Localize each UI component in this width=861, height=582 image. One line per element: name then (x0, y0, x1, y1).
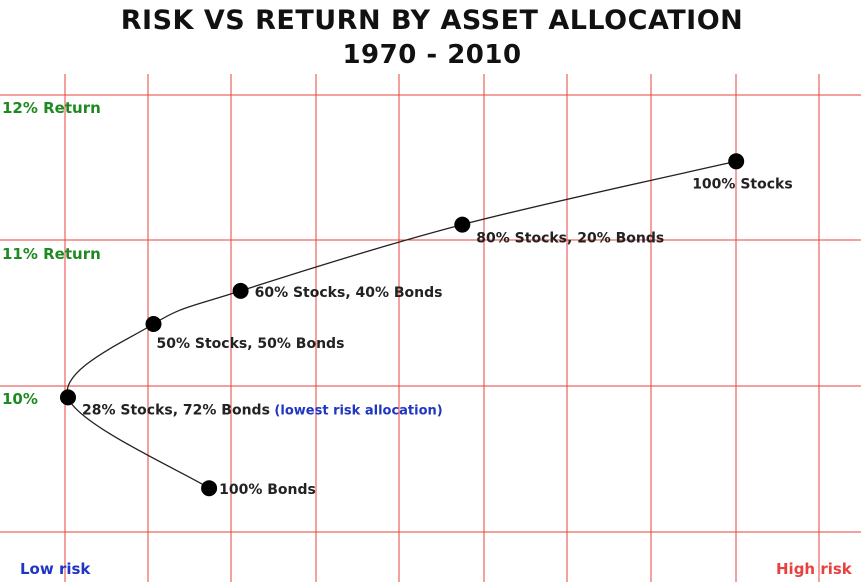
y-tick-label-12: 12% Return (2, 99, 101, 117)
high-risk-label: High risk (776, 560, 853, 578)
data-points (60, 153, 745, 497)
y-tick-label-11: 11% Return (2, 245, 101, 263)
data-point-label-text: 60% Stocks, 40% Bonds (255, 285, 443, 301)
data-point-note: (lowest risk allocation) (270, 403, 443, 418)
data-point-labels: 100% Bonds 28% Stocks, 72% Bonds (lowest … (82, 176, 793, 498)
chart-title: RISK VS RETURN BY ASSET ALLOCATION (121, 5, 744, 36)
data-point-label: 50% Stocks, 50% Bonds (157, 336, 345, 352)
y-tick-label-10: 10% (2, 390, 38, 408)
data-point (232, 282, 249, 299)
data-point-label-text: 28% Stocks, 72% Bonds (82, 402, 270, 418)
data-point-label-text: 80% Stocks, 20% Bonds (476, 231, 664, 247)
allocation-curve (66, 160, 737, 489)
data-point-label-text: 100% Stocks (692, 176, 792, 192)
data-point (728, 153, 745, 170)
data-point-label: 80% Stocks, 20% Bonds (476, 231, 664, 247)
data-point-label-text: 100% Bonds (219, 482, 316, 498)
data-point-label: 100% Stocks (692, 176, 792, 192)
low-risk-label: Low risk (20, 560, 91, 578)
grid (0, 74, 861, 582)
chart-subtitle: 1970 - 2010 (342, 40, 521, 70)
data-point-label: 100% Bonds (219, 482, 316, 498)
data-point (201, 480, 218, 497)
data-point-label-text: 50% Stocks, 50% Bonds (157, 336, 345, 352)
data-point-label: 28% Stocks, 72% Bonds (lowest risk alloc… (82, 402, 443, 418)
data-point (60, 389, 76, 406)
data-point (454, 216, 471, 233)
data-point (145, 316, 162, 332)
data-point-label: 60% Stocks, 40% Bonds (255, 285, 443, 301)
